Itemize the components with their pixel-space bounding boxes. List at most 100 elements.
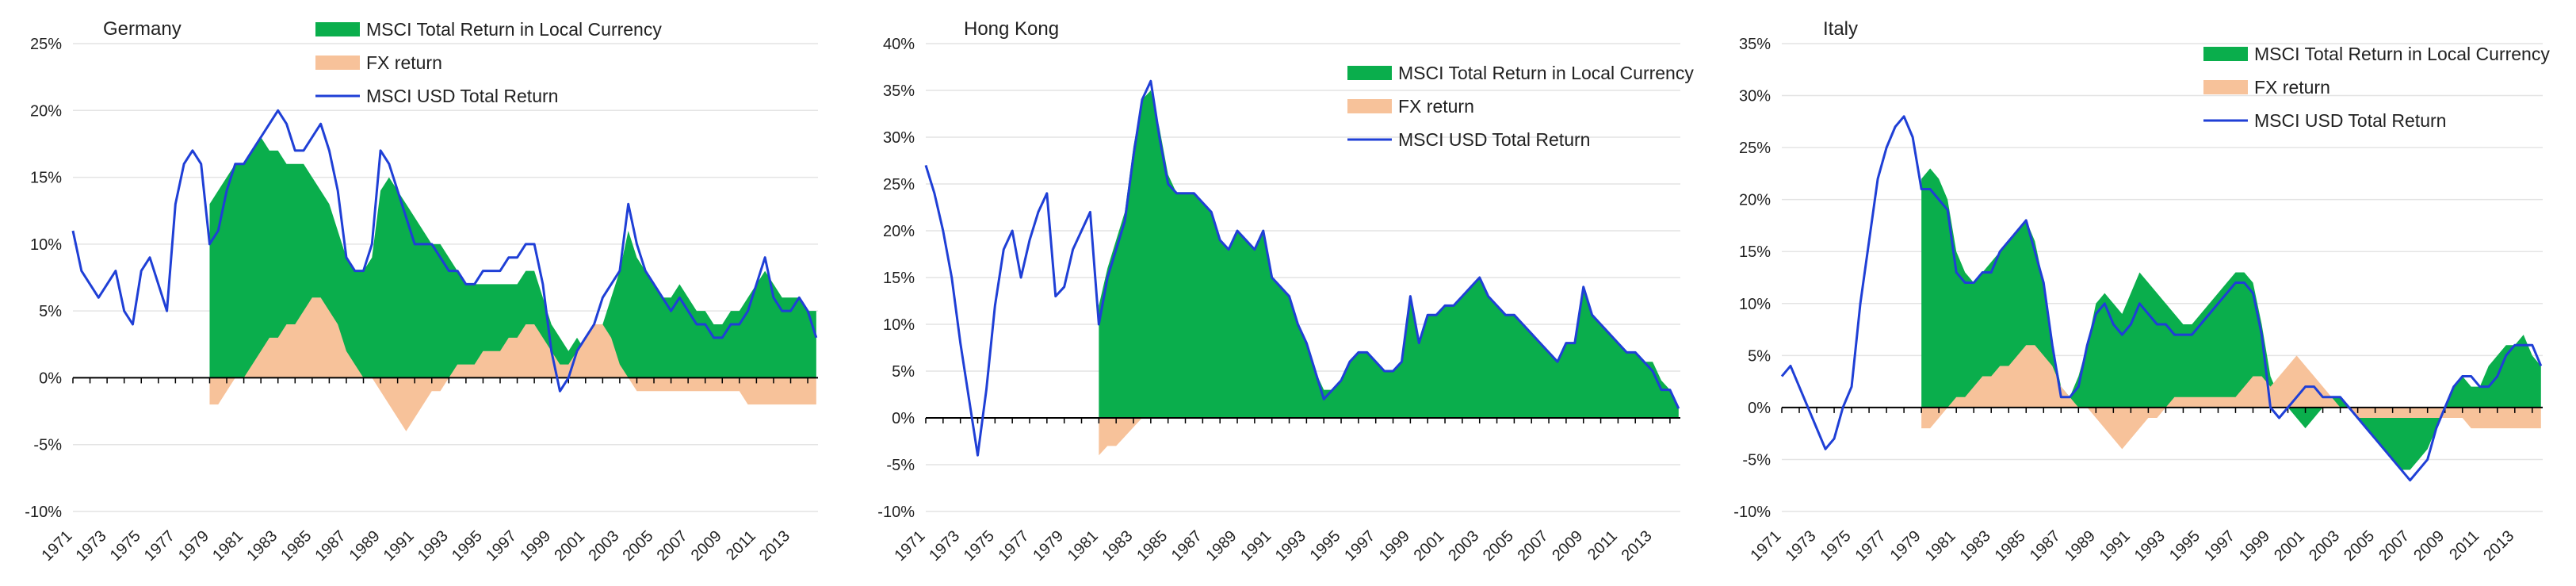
x-tick-label: 2007 — [1515, 527, 1552, 565]
y-tick-label: 5% — [39, 303, 62, 320]
x-tick-label: 1973 — [926, 527, 963, 565]
y-tick-label: 10% — [1739, 296, 1771, 313]
fx-return-area — [1921, 345, 2541, 450]
chart-title: Hong Kong — [964, 18, 1059, 40]
x-tick-label: 2011 — [723, 527, 759, 564]
x-tick-label: 1995 — [449, 527, 486, 565]
x-tick-label: 2001 — [551, 527, 588, 565]
x-tick-label: 1981 — [209, 527, 247, 565]
fx-return-area — [1099, 418, 1679, 456]
chart-panel-2: 35%30%25%20%15%10%5%0%-5%-10%19711973197… — [1733, 18, 2550, 565]
x-tick-label: 1983 — [1099, 527, 1137, 565]
x-tick-label: 1999 — [1376, 527, 1413, 565]
x-tick-label: 1997 — [483, 527, 520, 565]
legend-local-label: MSCI Total Return in Local Currency — [1398, 63, 1694, 83]
x-tick-label: 2007 — [654, 527, 691, 565]
x-tick-label: 1995 — [2166, 527, 2203, 565]
x-tick-label: 1989 — [1203, 527, 1240, 565]
legend-fx-swatch — [315, 56, 360, 70]
chart-title: Germany — [103, 18, 182, 40]
x-tick-label: 2007 — [2375, 527, 2413, 565]
x-tick-label: 2005 — [620, 527, 657, 565]
legend-local-swatch — [1347, 66, 1392, 80]
x-tick-label: 1985 — [1992, 527, 2029, 565]
x-tick-label: 2013 — [2480, 527, 2517, 565]
legend: MSCI Total Return in Local Currency FX re… — [2203, 44, 2550, 131]
y-tick-label: 30% — [883, 129, 915, 147]
y-tick-label: -5% — [33, 437, 62, 454]
x-tick-label: 2009 — [2410, 527, 2448, 565]
x-tick-label: 1971 — [892, 527, 929, 565]
x-tick-label: 2001 — [2271, 527, 2308, 565]
x-tick-label: 1971 — [1748, 527, 1785, 565]
x-tick-label: 1991 — [2096, 527, 2134, 565]
x-tick-label: 1993 — [2131, 527, 2169, 565]
x-tick-label: 1985 — [277, 527, 315, 565]
x-tick-label: 1987 — [1168, 527, 1206, 565]
x-tick-label: 1983 — [243, 527, 281, 565]
y-tick-label: -10% — [877, 504, 915, 521]
legend-usd-label: MSCI USD Total Return — [1398, 129, 1590, 150]
x-tick-label: 1991 — [380, 527, 418, 565]
legend-fx-label: FX return — [1398, 96, 1474, 117]
legend-local-swatch — [315, 22, 360, 36]
legend: MSCI Total Return in Local Currency FX re… — [315, 19, 662, 106]
y-tick-label: 25% — [883, 176, 915, 193]
y-tick-label: 10% — [30, 236, 62, 254]
usd-total-return-line — [1780, 115, 2543, 482]
x-tick-label: 1971 — [39, 527, 76, 565]
x-tick-label: 1999 — [2236, 527, 2273, 565]
local-currency-area — [1921, 168, 2541, 470]
x-tick-label: 1973 — [73, 527, 110, 565]
usd-total-return-line — [924, 79, 1680, 457]
y-tick-label: 25% — [30, 36, 62, 53]
y-tick-label: 0% — [39, 370, 62, 387]
x-tick-label: 1991 — [1237, 527, 1275, 565]
x-tick-label: 1977 — [1852, 527, 1890, 565]
y-tick-label: 30% — [1739, 88, 1771, 105]
x-tick-label: 2009 — [688, 527, 725, 565]
local-currency-area — [209, 137, 816, 378]
y-tick-label: 0% — [892, 410, 915, 427]
x-tick-label: 1985 — [1133, 527, 1171, 565]
legend-fx-swatch — [1347, 99, 1392, 113]
x-tick-label: 1983 — [1957, 527, 1994, 565]
x-tick-label: 2005 — [1480, 527, 1517, 565]
y-tick-label: -10% — [25, 504, 62, 521]
legend-local-label: MSCI Total Return in Local Currency — [2254, 44, 2550, 64]
x-tick-label: 1977 — [996, 527, 1033, 565]
x-tick-label: 1977 — [141, 527, 178, 565]
legend-fx-label: FX return — [366, 52, 442, 73]
y-tick-label: 15% — [1739, 243, 1771, 261]
legend-fx-label: FX return — [2254, 77, 2330, 98]
x-tick-label: 2005 — [2341, 527, 2378, 565]
chart-title: Italy — [1823, 18, 1858, 40]
x-tick-label: 2001 — [1411, 527, 1448, 565]
x-tick-label: 2013 — [756, 527, 793, 565]
x-tick-label: 1975 — [1817, 527, 1855, 565]
y-tick-label: -10% — [1733, 504, 1771, 521]
y-tick-label: -5% — [1742, 451, 1771, 469]
y-tick-label: 15% — [883, 270, 915, 287]
fx-return-area — [209, 297, 816, 431]
y-tick-label: 15% — [30, 170, 62, 187]
x-tick-label: 1973 — [1783, 527, 1820, 565]
x-tick-label: 2011 — [2446, 527, 2482, 564]
x-tick-label: 2013 — [1619, 527, 1656, 565]
y-tick-label: 40% — [883, 36, 915, 53]
x-tick-label: 1987 — [311, 527, 349, 565]
x-tick-label: 1981 — [1922, 527, 1959, 565]
y-tick-label: 10% — [883, 316, 915, 334]
y-tick-label: 20% — [1739, 192, 1771, 209]
y-tick-label: 20% — [883, 223, 915, 240]
x-tick-label: 1987 — [2027, 527, 2064, 565]
x-tick-label: 1989 — [2062, 527, 2099, 565]
y-tick-label: 5% — [1748, 347, 1771, 365]
y-tick-label: 0% — [1748, 400, 1771, 417]
x-tick-label: 2003 — [2306, 527, 2343, 565]
x-tick-label: 1997 — [1341, 527, 1378, 565]
x-tick-label: 1989 — [346, 527, 384, 565]
y-tick-label: 35% — [1739, 36, 1771, 53]
